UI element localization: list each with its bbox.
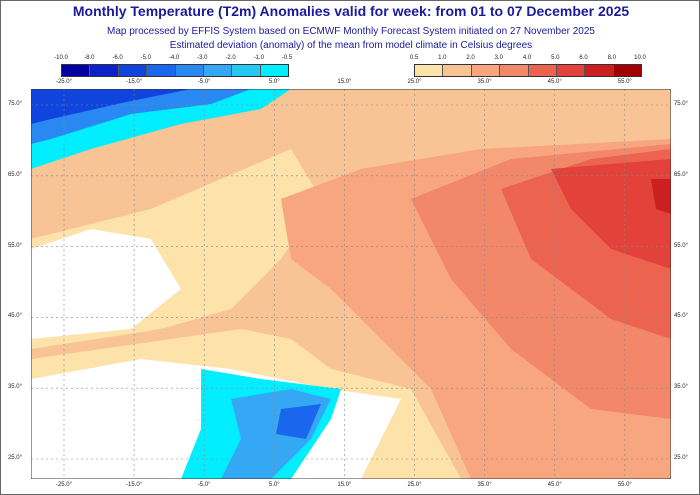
legend-label: -3.0: [197, 55, 208, 61]
longitude-label: 5.0°: [268, 482, 280, 488]
legend-swatch: [203, 65, 233, 76]
longitude-label: 25.0°: [407, 482, 422, 488]
legend-swatch: [175, 65, 204, 76]
longitude-label: 35.0°: [477, 79, 492, 85]
legend-swatch: [147, 65, 176, 76]
latitude-label: 35.0°: [673, 384, 689, 391]
longitude-label: 15.0°: [337, 79, 352, 85]
longitude-label: 15.0°: [337, 482, 352, 488]
longitude-label: 25.0°: [407, 79, 422, 85]
longitude-label: -15.0°: [126, 482, 143, 488]
legend-label: 2.0: [466, 55, 475, 61]
legend-swatch: [260, 65, 288, 76]
latitude-label: 55.0°: [673, 242, 689, 249]
legend-label: 0.5: [409, 55, 419, 61]
cold-core-sahara: [276, 404, 321, 439]
legend-label: 3.0: [494, 55, 503, 61]
longitude-label: 5.0°: [268, 79, 280, 85]
legend-swatch: [415, 65, 444, 76]
legend-label: 10.0: [634, 55, 646, 61]
legend-label: 6.0: [579, 55, 588, 61]
latitude-label: 35.0°: [7, 384, 23, 391]
cold-anomaly-legend: [61, 64, 289, 77]
legend-label: 1.0: [438, 55, 447, 61]
longitude-label: -5.0°: [197, 79, 211, 85]
legend-label: 4.0: [522, 55, 532, 61]
legend-label: -1.0: [253, 55, 264, 61]
extreme-warm-zone: [651, 179, 671, 214]
legend-label: -6.0: [112, 55, 123, 61]
map-subtitle: Map processed by EFFIS System based on E…: [107, 26, 595, 37]
anomaly-map: [31, 89, 671, 479]
legend-swatch: [90, 65, 119, 76]
map-title: Monthly Temperature (T2m) Anomalies vali…: [72, 3, 630, 19]
legend-label: 8.0: [607, 55, 616, 61]
longitude-label: 45.0°: [547, 79, 562, 85]
legend-swatch: [232, 65, 261, 76]
latitude-label: 25.0°: [673, 455, 689, 461]
legend-swatch: [500, 65, 529, 76]
legend-label: -2.0: [225, 55, 236, 61]
longitude-label: 55.0°: [617, 482, 632, 488]
longitude-label: 45.0°: [547, 482, 562, 488]
latitude-label: 45.0°: [673, 313, 689, 320]
latitude-label: 65.0°: [7, 171, 23, 178]
legend-swatch: [613, 65, 641, 76]
legend-swatch: [585, 65, 614, 76]
legend-label: -0.5: [281, 55, 293, 61]
latitude-label: 65.0°: [673, 171, 689, 178]
neutral-zone-atlantic: [31, 229, 181, 339]
legend-swatch: [471, 65, 501, 76]
legend-label: -5.0: [140, 55, 151, 61]
legend-swatch: [62, 65, 91, 76]
longitude-label: -25.0°: [55, 79, 73, 85]
map-subtitle-units: Estimated deviation (anomaly) of the mea…: [169, 40, 533, 51]
legend-label: 5.0: [551, 55, 560, 61]
longitude-label: 55.0°: [617, 79, 632, 85]
legend-swatch: [528, 65, 557, 76]
legend-swatch: [443, 65, 472, 76]
latitude-label: 75.0°: [673, 101, 689, 107]
very-strong-warm-zone: [551, 159, 671, 269]
legend-label: -8.0: [84, 55, 95, 61]
legend-swatch: [556, 65, 586, 76]
longitude-label: -15.0°: [126, 79, 143, 85]
latitude-label: 25.0°: [7, 455, 23, 461]
legend-label: -10.0: [54, 55, 68, 61]
legend-label: -4.0: [168, 55, 180, 61]
legend-swatch: [118, 65, 148, 76]
latitude-label: 45.0°: [7, 313, 23, 320]
longitude-label: 35.0°: [477, 482, 492, 488]
latitude-label: 75.0°: [7, 101, 23, 107]
longitude-label: -5.0°: [197, 482, 211, 488]
latitude-label: 55.0°: [7, 242, 23, 249]
longitude-label: -25.0°: [55, 482, 73, 488]
warm-anomaly-legend: [414, 64, 642, 77]
strong-cold-zone: [31, 89, 191, 124]
